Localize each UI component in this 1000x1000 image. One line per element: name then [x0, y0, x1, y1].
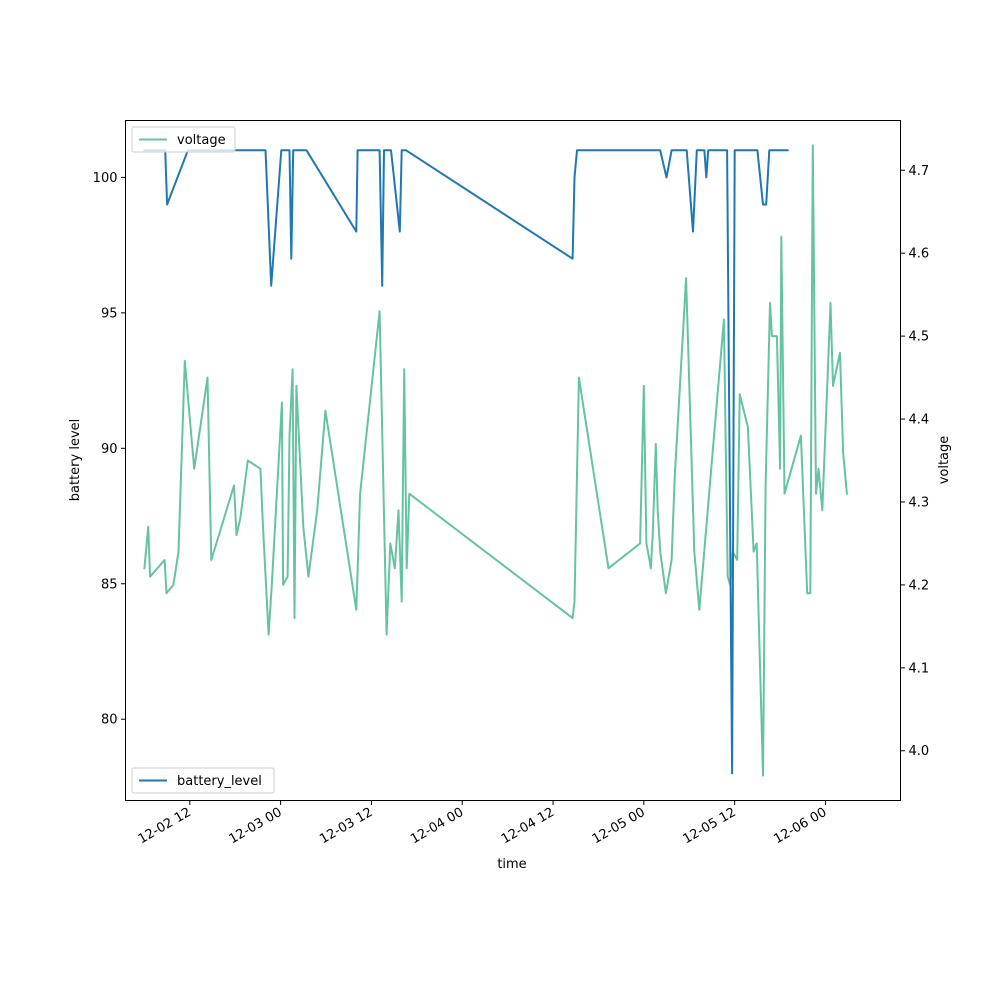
y-right-tick-label: 4.3	[909, 495, 930, 510]
y-right-tick-label: 4.7	[909, 164, 930, 179]
y-left-tick-label: 95	[101, 306, 118, 321]
legend-voltage-label: voltage	[177, 133, 226, 148]
y-right-tick-label: 4.0	[909, 744, 930, 759]
y-axis-right: 4.0 4.1 4.2 4.3 4.4 4.5 4.6 4.7	[900, 164, 930, 759]
plot-lines	[143, 144, 848, 777]
y-right-tick-label: 4.1	[909, 661, 930, 676]
y-right-tick-label: 4.6	[909, 247, 930, 262]
y-axis-left: 80 85 90 95 100	[93, 171, 126, 728]
legend-battery-level-label: battery_level	[177, 774, 262, 789]
y-axis-right-title: voltage	[937, 436, 952, 485]
legend-battery-level: battery_level	[131, 767, 275, 794]
y-axis-left-title: battery level	[68, 419, 83, 502]
plot-frame	[125, 120, 901, 801]
y-left-tick-label: 80	[101, 713, 118, 728]
y-left-tick-label: 100	[93, 171, 118, 186]
legend-voltage: voltage	[131, 126, 236, 153]
y-right-tick-label: 4.5	[909, 330, 930, 345]
series-line-voltage	[143, 144, 848, 777]
y-right-tick-label: 4.4	[909, 413, 930, 428]
legend-battery-level-box	[131, 767, 275, 794]
y-left-tick-label: 90	[101, 442, 118, 457]
legend-voltage-box	[131, 126, 236, 153]
series-line-battery-level	[143, 149, 789, 775]
y-right-tick-label: 4.2	[909, 578, 930, 593]
x-axis-title: time	[497, 857, 526, 872]
y-left-tick-label: 85	[101, 577, 118, 592]
